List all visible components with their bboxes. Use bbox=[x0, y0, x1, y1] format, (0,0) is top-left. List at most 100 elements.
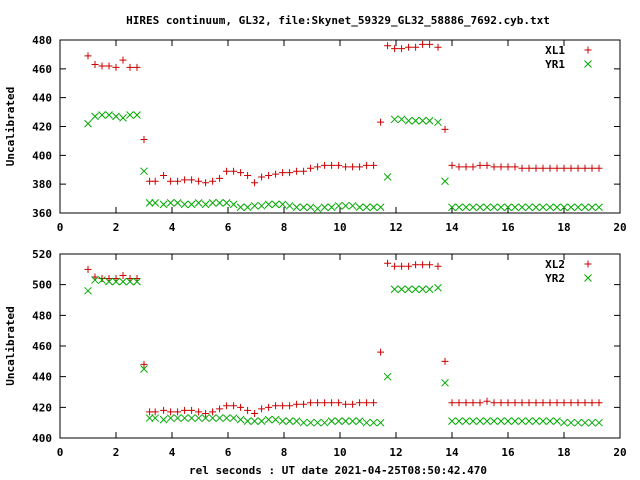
data-point-YR1 bbox=[490, 203, 498, 212]
data-point-YR2 bbox=[581, 418, 589, 427]
data-point-YR2 bbox=[355, 417, 364, 425]
data-point-YR1 bbox=[497, 203, 505, 212]
data-point-YR2 bbox=[418, 285, 427, 294]
data-point-YR2 bbox=[404, 285, 413, 294]
data-point-XL1 bbox=[560, 164, 568, 172]
data-point-XL1 bbox=[167, 177, 175, 185]
panel-1-x-tick-label: 14 bbox=[445, 221, 459, 234]
data-point-YR1 bbox=[560, 203, 568, 212]
data-point-YR1 bbox=[285, 201, 294, 210]
panel-1-y-tick-label: 360 bbox=[32, 207, 52, 220]
data-point-YR2 bbox=[173, 414, 182, 422]
data-point-YR2 bbox=[278, 417, 287, 425]
data-point-YR2 bbox=[448, 417, 456, 425]
data-point-XL1 bbox=[574, 164, 582, 172]
data-point-YR1 bbox=[469, 203, 477, 212]
data-point-XL1 bbox=[237, 169, 245, 177]
data-point-XL2 bbox=[476, 399, 484, 407]
data-point-YR1 bbox=[208, 199, 217, 207]
panel-2-x-tick-label: 4 bbox=[169, 446, 176, 459]
data-point-YR1 bbox=[588, 203, 596, 212]
data-point-XL1 bbox=[293, 167, 301, 175]
data-point-YR2 bbox=[462, 417, 470, 425]
data-point-XL1 bbox=[112, 63, 120, 71]
data-point-YR1 bbox=[383, 173, 392, 181]
data-point-YR1 bbox=[159, 200, 168, 209]
data-point-YR2 bbox=[243, 417, 252, 425]
data-point-YR1 bbox=[257, 201, 266, 210]
data-point-XL2 bbox=[574, 399, 582, 407]
data-point-XL2 bbox=[160, 406, 168, 414]
data-point-XL2 bbox=[553, 399, 561, 407]
data-point-XL2 bbox=[525, 399, 533, 407]
data-point-XL1 bbox=[434, 43, 442, 51]
data-point-YR1 bbox=[194, 199, 203, 207]
data-point-YR2 bbox=[455, 417, 463, 425]
data-point-YR2 bbox=[91, 276, 99, 284]
data-point-XL1 bbox=[398, 45, 406, 53]
data-point-YR2 bbox=[84, 286, 92, 295]
panel-1-y-tick-label: 480 bbox=[32, 34, 52, 47]
data-point-YR1 bbox=[595, 203, 603, 212]
panel-2-y-tick-label: 460 bbox=[32, 340, 52, 353]
data-point-XL2 bbox=[419, 261, 427, 269]
data-point-YR1 bbox=[441, 177, 449, 186]
data-point-YR1 bbox=[187, 200, 196, 209]
data-point-XL1 bbox=[188, 176, 196, 184]
data-point-YR2 bbox=[553, 417, 561, 425]
data-point-YR2 bbox=[140, 365, 148, 373]
data-point-XL2 bbox=[286, 402, 294, 410]
data-point-YR1 bbox=[201, 200, 210, 209]
data-point-YR1 bbox=[448, 203, 456, 212]
data-point-YR1 bbox=[320, 203, 329, 212]
data-point-YR2 bbox=[518, 417, 526, 425]
data-point-XL1 bbox=[419, 40, 427, 48]
data-point-YR2 bbox=[264, 415, 273, 424]
data-point-YR2 bbox=[476, 417, 484, 425]
data-point-XL1 bbox=[539, 164, 547, 172]
data-point-XL1 bbox=[384, 42, 392, 50]
data-point-YR1 bbox=[397, 115, 406, 124]
data-point-YR1 bbox=[145, 199, 154, 207]
data-point-YR1 bbox=[425, 116, 434, 125]
data-point-YR2 bbox=[376, 418, 385, 427]
data-point-XL1 bbox=[307, 164, 315, 172]
data-point-XL2 bbox=[497, 399, 505, 407]
data-point-YR1 bbox=[348, 201, 357, 210]
data-point-YR1 bbox=[511, 203, 519, 212]
data-point-XL1 bbox=[525, 164, 533, 172]
data-point-XL2 bbox=[539, 399, 547, 407]
data-point-YR1 bbox=[264, 200, 273, 209]
data-point-YR1 bbox=[355, 203, 364, 212]
data-point-XL2 bbox=[223, 402, 231, 410]
data-point-YR1 bbox=[278, 200, 287, 209]
data-point-XL2 bbox=[112, 275, 120, 283]
data-point-XL1 bbox=[251, 179, 259, 187]
data-point-XL2 bbox=[377, 348, 385, 356]
data-point-YR1 bbox=[532, 203, 540, 212]
data-point-XL2 bbox=[321, 399, 329, 407]
data-point-XL2 bbox=[434, 262, 442, 270]
data-point-YR1 bbox=[84, 119, 92, 128]
data-point-YR1 bbox=[341, 201, 350, 210]
panel-2-x-tick-label: 14 bbox=[445, 446, 459, 459]
data-point-YR2 bbox=[215, 414, 224, 422]
data-point-XL2 bbox=[307, 399, 315, 407]
data-point-YR2 bbox=[98, 276, 106, 284]
panel-2-y-tick-label: 440 bbox=[32, 371, 52, 384]
legend-label-YR2: YR2 bbox=[545, 272, 565, 285]
data-point-XL1 bbox=[314, 163, 322, 171]
data-point-YR1 bbox=[105, 111, 113, 119]
panel-2-x-tick-label: 18 bbox=[557, 446, 570, 459]
panel-1-y-tick-label: 420 bbox=[32, 121, 52, 134]
data-point-YR2 bbox=[483, 417, 491, 425]
data-point-YR2 bbox=[341, 417, 350, 425]
data-point-XL1 bbox=[105, 62, 113, 70]
data-point-XL2 bbox=[405, 262, 413, 270]
legend-label-XL2: XL2 bbox=[545, 258, 565, 271]
data-point-XL2 bbox=[441, 357, 449, 365]
data-point-XL2 bbox=[412, 261, 420, 269]
data-point-XL2 bbox=[126, 275, 134, 283]
data-point-XL1 bbox=[286, 169, 294, 177]
data-point-XL1 bbox=[469, 163, 477, 171]
